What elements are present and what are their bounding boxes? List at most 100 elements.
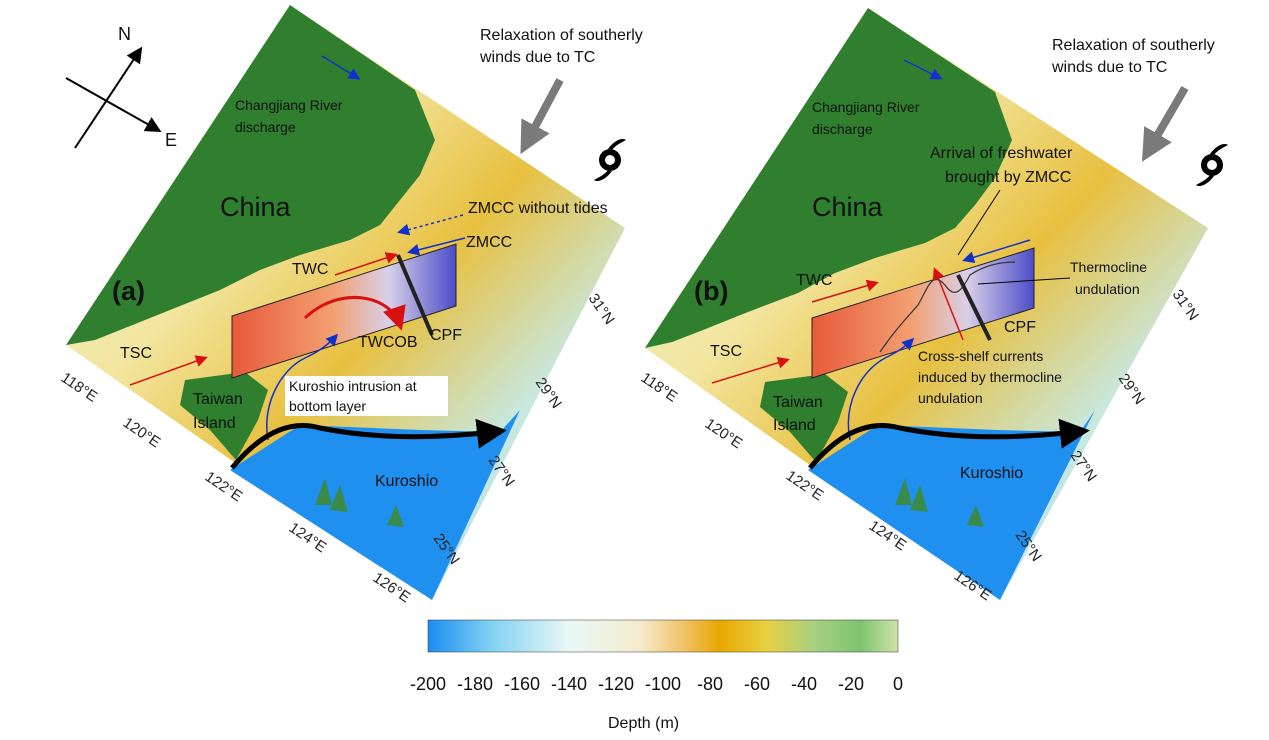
panel-a-section bbox=[231, 243, 457, 379]
panel-a-deep-sea bbox=[230, 410, 520, 600]
panel-b-arrival-note-2: brought by ZMCC bbox=[945, 169, 1071, 186]
panel-a-intrusion-arrow bbox=[266, 333, 338, 441]
panel-b-river-label-1: Changjiang River bbox=[812, 99, 920, 115]
panel-a-twc-arrow bbox=[334, 252, 398, 276]
panel-a-tc-note-1: Relaxation of southerly bbox=[480, 27, 643, 44]
panel-a-river-label-2: discharge bbox=[235, 119, 296, 135]
colorbar-tick-label: -140 bbox=[551, 674, 587, 694]
panel-a-lon-tick: 120°E bbox=[120, 414, 164, 451]
colorbar-tick-label: -20 bbox=[838, 674, 864, 694]
panel-b-island-label-1: Taiwan bbox=[773, 394, 823, 411]
panel-b-china-land bbox=[645, 8, 1012, 348]
panel-a-tsc-label: TSC bbox=[120, 345, 152, 362]
panel-b-lon-tick: 118°E bbox=[638, 369, 681, 405]
panel-b-tc-wind-arrow bbox=[1141, 85, 1189, 162]
panel-b-tc-note-1: Relaxation of southerly bbox=[1052, 37, 1215, 54]
panel-b-cpf-line bbox=[956, 274, 992, 341]
panel-a: N E Relaxation of southerly winds due to… bbox=[58, 5, 643, 606]
colorbar: -200 -180 -160 -140 -120 -100 -80 -60 -40 -20 0 De… bbox=[410, 619, 903, 732]
panel-b-twc-label: TWC bbox=[796, 272, 832, 289]
panel-a-island-label-2: Island bbox=[193, 415, 236, 432]
colorbar-tick-label: -40 bbox=[791, 674, 817, 694]
panel-a-kuroshio-label: Kuroshio bbox=[375, 473, 438, 490]
panel-a-intrusion-note-1: Kuroshio intrusion at bbox=[289, 378, 417, 394]
panel-b-island-label-2: Island bbox=[773, 417, 816, 434]
panel-b-typhoon-icon bbox=[1196, 143, 1228, 187]
panel-a-river-arrow bbox=[321, 55, 361, 80]
panel-a-lat-tick: 31°N bbox=[585, 291, 618, 328]
panel-a-kuroshio-arrow bbox=[230, 418, 507, 470]
panel-a-tc-note-2: winds due to TC bbox=[479, 49, 595, 66]
panel-a-cpf-line bbox=[396, 254, 434, 336]
panel-b-deep-sea bbox=[808, 410, 1095, 600]
panel-b-cpf-label: CPF bbox=[1004, 319, 1036, 336]
panel-b-twc-arrow bbox=[811, 279, 879, 303]
panel-b: Relaxation of southerly winds due to TC … bbox=[638, 8, 1228, 604]
colorbar-tick-label: 0 bbox=[893, 674, 903, 694]
panel-a-china-land bbox=[66, 5, 435, 345]
panel-b-cross-note-2: induced by thermocline bbox=[918, 369, 1062, 385]
colorbar-gradient bbox=[427, 619, 899, 653]
colorbar-tick-label: -100 bbox=[645, 674, 681, 694]
compass-east-arrow bbox=[65, 77, 162, 132]
panel-b-river-arrow bbox=[903, 59, 943, 80]
panel-a-zmcc-arrow bbox=[407, 237, 466, 256]
panel-a-country-label: China bbox=[220, 192, 292, 222]
panel-a-taiwan-island bbox=[180, 372, 268, 460]
panel-a-zmcc-label: ZMCC bbox=[466, 234, 512, 251]
panel-a-zmcc-notide-label: ZMCC without tides bbox=[468, 200, 608, 217]
panel-b-section bbox=[811, 247, 1035, 379]
panel-b-panel-label: (b) bbox=[694, 276, 728, 306]
panel-a-seamount bbox=[315, 478, 332, 505]
panel-a-twcob-arrow bbox=[303, 295, 406, 331]
panel-b-tc-note-2: winds due to TC bbox=[1051, 59, 1167, 76]
panel-a-intrusion-note-bg bbox=[285, 376, 448, 416]
colorbar-tick-label: -160 bbox=[504, 674, 540, 694]
panel-b-tsc-label: TSC bbox=[710, 343, 742, 360]
panel-b-lat-tick: 29°N bbox=[1115, 371, 1148, 408]
panel-a-zmcc-notide-arrow bbox=[397, 214, 464, 236]
panel-b-kuroshio-label: Kuroshio bbox=[960, 465, 1023, 482]
panel-a-twcob-label: TWCOB bbox=[358, 334, 418, 351]
panel-b-lon-tick: 120°E bbox=[702, 415, 746, 452]
panel-a-tsc-arrow bbox=[129, 355, 208, 386]
panel-a-island-label-1: Taiwan bbox=[193, 391, 243, 408]
panel-b-arrival-pointer bbox=[957, 189, 1001, 256]
panel-b-kuroshio-arrow bbox=[808, 418, 1090, 470]
colorbar-tick-label: -180 bbox=[457, 674, 493, 694]
panel-b-undulation-note-2: undulation bbox=[1075, 281, 1140, 297]
panel-b-lat-tick: 31°N bbox=[1169, 287, 1202, 324]
panel-b-undulation-pointer bbox=[977, 277, 1071, 285]
panel-a-seamount bbox=[387, 505, 404, 527]
panel-b-cross-note-3: undulation bbox=[918, 390, 983, 406]
panel-a-twc-label: TWC bbox=[292, 261, 328, 278]
compass-north-arrow bbox=[74, 46, 143, 149]
panel-b-zmcc-arrow bbox=[962, 239, 1031, 264]
compass: N E bbox=[65, 24, 177, 150]
panel-b-cross-note-1: Cross-shelf currents bbox=[918, 348, 1043, 364]
panel-a-river-label-1: Changjiang River bbox=[235, 97, 343, 113]
colorbar-title: Depth (m) bbox=[608, 715, 679, 732]
panel-b-seamount bbox=[895, 478, 912, 505]
panel-a-panel-label: (a) bbox=[112, 276, 145, 306]
panel-b-taiwan-island bbox=[760, 374, 848, 462]
panel-a-lon-tick: 118°E bbox=[58, 369, 101, 405]
panel-b-intrusion-arrow bbox=[847, 337, 915, 441]
colorbar-tick-label: -80 bbox=[697, 674, 723, 694]
panel-a-intrusion-note-2: bottom layer bbox=[289, 398, 366, 414]
panel-a-seamount bbox=[330, 485, 348, 512]
panel-b-arrival-note-1: Arrival of freshwater bbox=[930, 145, 1073, 162]
panel-b-thermocline-curve bbox=[879, 261, 1016, 353]
compass-north-label: N bbox=[118, 24, 131, 44]
colorbar-tick-label: -200 bbox=[410, 674, 446, 694]
panel-b-seamount bbox=[910, 485, 928, 512]
panel-a-cpf-label: CPF bbox=[430, 327, 462, 344]
panel-b-tsc-arrow bbox=[711, 356, 790, 384]
colorbar-tick-label: -120 bbox=[598, 674, 634, 694]
panel-b-seamount bbox=[967, 505, 984, 527]
panel-b-cross-shelf-arrow bbox=[932, 267, 964, 341]
panel-a-typhoon-icon bbox=[594, 138, 626, 182]
panel-b-country-label: China bbox=[812, 192, 884, 222]
colorbar-tick-label: -60 bbox=[744, 674, 770, 694]
